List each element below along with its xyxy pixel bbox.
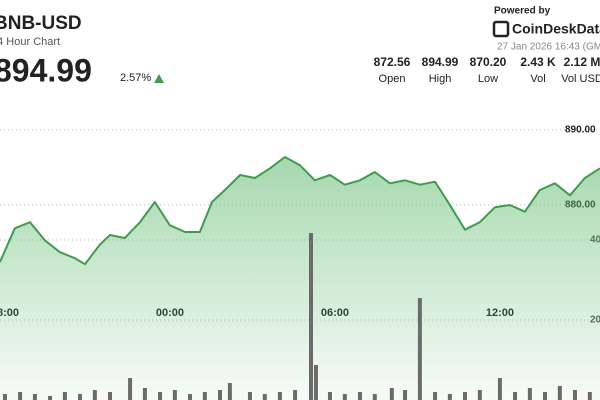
up-arrow bbox=[154, 74, 164, 83]
stat-value: 894.99 bbox=[422, 55, 459, 69]
volume-bar bbox=[172, 390, 177, 400]
stat-label: Low bbox=[478, 73, 498, 85]
volume-bar bbox=[433, 392, 438, 400]
stat-value: 2.43 K bbox=[520, 55, 556, 69]
volume-bar bbox=[587, 392, 592, 400]
title: BNB-USD bbox=[0, 13, 82, 34]
stat-label: Vol USD bbox=[561, 73, 600, 85]
volume-bar bbox=[557, 386, 562, 400]
volume-bar bbox=[403, 390, 408, 400]
volume-bar bbox=[62, 392, 67, 400]
subtitle: 24 Hour Chart bbox=[0, 36, 60, 48]
volume-bar bbox=[128, 378, 133, 400]
volume-bar bbox=[308, 233, 313, 400]
volume-bar bbox=[78, 394, 83, 400]
volume-bar bbox=[217, 390, 222, 400]
volume-bar bbox=[389, 388, 394, 400]
volume-bar bbox=[477, 390, 482, 400]
volume-bar bbox=[92, 390, 97, 400]
volume-bar bbox=[372, 394, 377, 400]
price-area bbox=[0, 157, 600, 400]
volume-bar bbox=[202, 392, 207, 400]
y-tick-label: 890.00 bbox=[565, 125, 596, 136]
volume-bar bbox=[32, 394, 37, 400]
stat-label: High bbox=[429, 73, 452, 85]
volume-bar bbox=[107, 392, 112, 400]
volume-bar bbox=[48, 396, 53, 400]
volume-bar bbox=[247, 392, 252, 400]
volume-bar bbox=[142, 388, 147, 400]
volume-bar bbox=[342, 394, 347, 400]
volume-bar bbox=[357, 392, 362, 400]
volume-bar bbox=[543, 392, 548, 400]
stat-value: 2.12 M bbox=[564, 55, 600, 69]
volume-bar bbox=[158, 392, 163, 400]
powered-by: Powered by bbox=[494, 6, 551, 17]
volume-bar bbox=[293, 390, 298, 400]
brand-logo bbox=[492, 20, 510, 38]
price-line bbox=[0, 156, 600, 266]
timestamp: 27 Jan 2026 16:43 (GMT) bbox=[497, 42, 600, 53]
volume-bar bbox=[2, 394, 7, 400]
volume-bar bbox=[497, 378, 502, 400]
volume-bar bbox=[277, 392, 282, 400]
volume-bar bbox=[447, 394, 452, 400]
volume-bar bbox=[227, 383, 232, 400]
price: 894.99 bbox=[0, 52, 92, 88]
volume-bar bbox=[313, 365, 318, 400]
volume-bar bbox=[513, 392, 518, 400]
stat-value: 870.20 bbox=[470, 55, 507, 69]
volume-bar bbox=[572, 390, 577, 400]
stat-label: Open bbox=[379, 73, 406, 85]
stat-value: 872.56 bbox=[374, 55, 411, 69]
volume-bar bbox=[527, 388, 532, 400]
volume-bar bbox=[327, 392, 332, 400]
stat-label: Vol bbox=[530, 73, 545, 85]
volume-bar bbox=[417, 298, 422, 400]
volume-bar bbox=[462, 392, 467, 400]
brand: CoinDeskData bbox=[512, 21, 600, 37]
volume-bar bbox=[188, 394, 193, 400]
volume-bar bbox=[18, 392, 23, 400]
change: 2.57% bbox=[120, 72, 151, 84]
volume-bar bbox=[262, 394, 267, 400]
